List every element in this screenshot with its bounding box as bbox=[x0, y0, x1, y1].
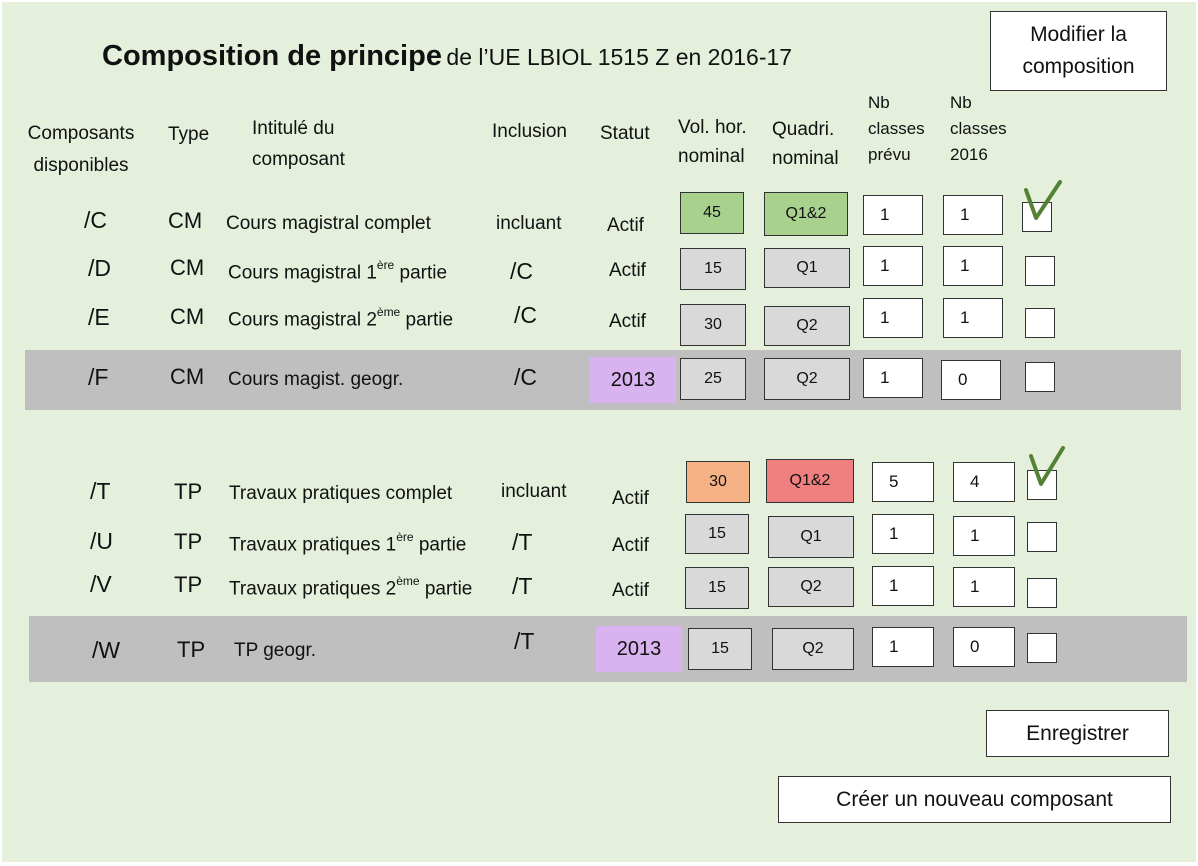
header-vol: Vol. hor. nominal bbox=[678, 117, 747, 167]
component-inclusion: /C bbox=[510, 258, 533, 284]
create-component-button[interactable]: Créer un nouveau composant bbox=[778, 776, 1171, 823]
component-type: CM bbox=[170, 304, 205, 329]
component-code: /U bbox=[90, 528, 113, 554]
header-type: Type bbox=[168, 124, 210, 145]
component-statut: Actif bbox=[607, 215, 644, 236]
quadri-field[interactable]: Q1 bbox=[768, 516, 854, 558]
vol-field[interactable]: 30 bbox=[686, 461, 750, 503]
include-checkbox[interactable] bbox=[1025, 256, 1055, 286]
vol-field[interactable]: 25 bbox=[680, 358, 746, 400]
vol-field[interactable]: 15 bbox=[685, 567, 749, 609]
component-type: TP bbox=[174, 572, 203, 597]
component-type: TP bbox=[174, 479, 203, 504]
component-code: /F bbox=[88, 364, 109, 390]
save-button[interactable]: Enregistrer bbox=[986, 710, 1169, 757]
header-nb-2016: Nb classes 2016 bbox=[950, 93, 1007, 164]
component-type: CM bbox=[168, 208, 203, 233]
component-code: /V bbox=[90, 571, 112, 597]
vol-field[interactable]: 15 bbox=[688, 628, 752, 670]
quadri-field[interactable]: Q2 bbox=[772, 628, 854, 670]
vol-field[interactable]: 30 bbox=[680, 304, 746, 346]
component-type: TP bbox=[174, 529, 203, 554]
quadri-field[interactable]: Q2 bbox=[764, 358, 850, 400]
component-type: CM bbox=[170, 364, 205, 389]
nb-2016-input[interactable]: 1 bbox=[943, 195, 1003, 235]
include-checkbox[interactable] bbox=[1025, 308, 1055, 338]
component-inclusion: /C bbox=[514, 364, 537, 390]
modify-composition-label-line2: composition bbox=[1022, 55, 1135, 78]
include-checkbox[interactable] bbox=[1027, 522, 1057, 552]
component-label: Cours magist. geogr. bbox=[228, 369, 404, 390]
page-title-rest: de l’UE LBIOL 1515 Z en 2016-17 bbox=[446, 44, 793, 70]
nb-2016-input[interactable]: 1 bbox=[943, 298, 1003, 338]
include-checkbox[interactable] bbox=[1022, 202, 1052, 232]
nb-2016-input[interactable]: 1 bbox=[953, 516, 1015, 556]
nb-2016-input[interactable]: 1 bbox=[943, 246, 1003, 286]
component-label: Travaux pratiques 2ème partie bbox=[229, 576, 473, 600]
component-inclusion: incluant bbox=[501, 481, 567, 502]
include-checkbox[interactable] bbox=[1025, 362, 1055, 392]
component-type: CM bbox=[170, 255, 205, 280]
include-checkbox[interactable] bbox=[1027, 633, 1057, 663]
quadri-field[interactable]: Q2 bbox=[768, 567, 854, 607]
component-inclusion: /T bbox=[512, 573, 533, 599]
include-checkbox[interactable] bbox=[1027, 470, 1057, 500]
component-inclusion: incluant bbox=[496, 213, 562, 234]
component-label: Cours magistral 1ère partie bbox=[228, 260, 448, 284]
component-code: /D bbox=[88, 255, 111, 281]
component-label: Travaux pratiques complet bbox=[229, 483, 453, 504]
nb-2016-input[interactable]: 4 bbox=[953, 462, 1015, 502]
component-label: Cours magistral 2ème partie bbox=[228, 307, 454, 331]
header-statut: Statut bbox=[600, 123, 650, 144]
header-components: Composants disponibles bbox=[27, 123, 135, 176]
page-title-main: Composition de principe bbox=[102, 40, 442, 72]
component-code: /T bbox=[90, 478, 111, 504]
nb-prevu-input[interactable]: 1 bbox=[863, 246, 923, 286]
nb-prevu-input[interactable]: 1 bbox=[863, 298, 923, 338]
nb-prevu-input[interactable]: 1 bbox=[872, 566, 934, 606]
modify-composition-label-line1: Modifier la bbox=[1030, 23, 1127, 46]
header-label: Intitulé du composant bbox=[252, 118, 345, 170]
header-nb-prevu: Nb classes prévu bbox=[868, 93, 925, 164]
nb-2016-input[interactable]: 1 bbox=[953, 567, 1015, 607]
component-statut: Actif bbox=[609, 311, 646, 332]
year-badge: 2013 bbox=[596, 626, 682, 672]
component-code: /W bbox=[92, 637, 121, 663]
vol-field[interactable]: 15 bbox=[685, 514, 749, 554]
component-inclusion: /T bbox=[514, 628, 535, 654]
nb-prevu-input[interactable]: 1 bbox=[863, 195, 923, 235]
component-label: TP geogr. bbox=[234, 640, 317, 661]
component-statut: Actif bbox=[609, 260, 646, 281]
component-statut: Actif bbox=[612, 580, 649, 601]
page-title: Composition de principe de l’UE LBIOL 15… bbox=[102, 40, 792, 73]
component-label: Travaux pratiques 1ère partie bbox=[229, 532, 467, 556]
modify-composition-button[interactable]: Modifier la composition bbox=[990, 11, 1167, 91]
nb-prevu-input[interactable]: 5 bbox=[872, 462, 934, 502]
component-code: /E bbox=[88, 304, 110, 330]
nb-prevu-input[interactable]: 1 bbox=[872, 627, 934, 667]
component-inclusion: /C bbox=[514, 302, 537, 328]
component-statut: Actif bbox=[612, 488, 649, 509]
nb-2016-input[interactable]: 0 bbox=[941, 360, 1001, 400]
year-badge: 2013 bbox=[590, 357, 676, 403]
vol-field[interactable]: 45 bbox=[680, 192, 744, 234]
component-type: TP bbox=[177, 637, 206, 662]
quadri-field[interactable]: Q1&2 bbox=[766, 459, 854, 503]
quadri-field[interactable]: Q1&2 bbox=[764, 192, 848, 236]
header-quadri: Quadri. nominal bbox=[772, 119, 839, 169]
quadri-field[interactable]: Q2 bbox=[764, 306, 850, 346]
nb-prevu-input[interactable]: 1 bbox=[872, 514, 934, 554]
component-code: /C bbox=[84, 207, 107, 233]
include-checkbox[interactable] bbox=[1027, 578, 1057, 608]
vol-field[interactable]: 15 bbox=[680, 248, 746, 290]
component-inclusion: /T bbox=[512, 529, 533, 555]
component-statut: Actif bbox=[612, 535, 649, 556]
component-label: Cours magistral complet bbox=[226, 213, 431, 234]
nb-prevu-input[interactable]: 1 bbox=[863, 358, 923, 398]
quadri-field[interactable]: Q1 bbox=[764, 248, 850, 288]
header-inclusion: Inclusion bbox=[492, 121, 567, 142]
nb-2016-input[interactable]: 0 bbox=[953, 627, 1015, 667]
